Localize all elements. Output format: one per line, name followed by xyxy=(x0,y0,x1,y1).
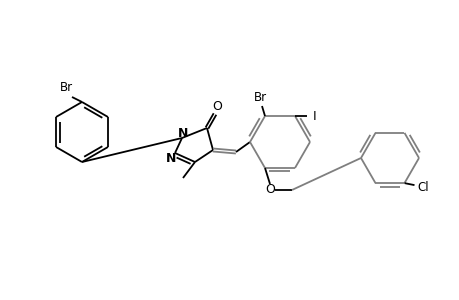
Text: Br: Br xyxy=(253,91,266,103)
Text: Br: Br xyxy=(59,80,73,94)
Text: O: O xyxy=(212,100,221,112)
Text: Cl: Cl xyxy=(417,181,428,194)
Text: I: I xyxy=(313,110,316,122)
Text: N: N xyxy=(165,152,176,164)
Text: N: N xyxy=(178,127,188,140)
Text: O: O xyxy=(264,184,274,196)
